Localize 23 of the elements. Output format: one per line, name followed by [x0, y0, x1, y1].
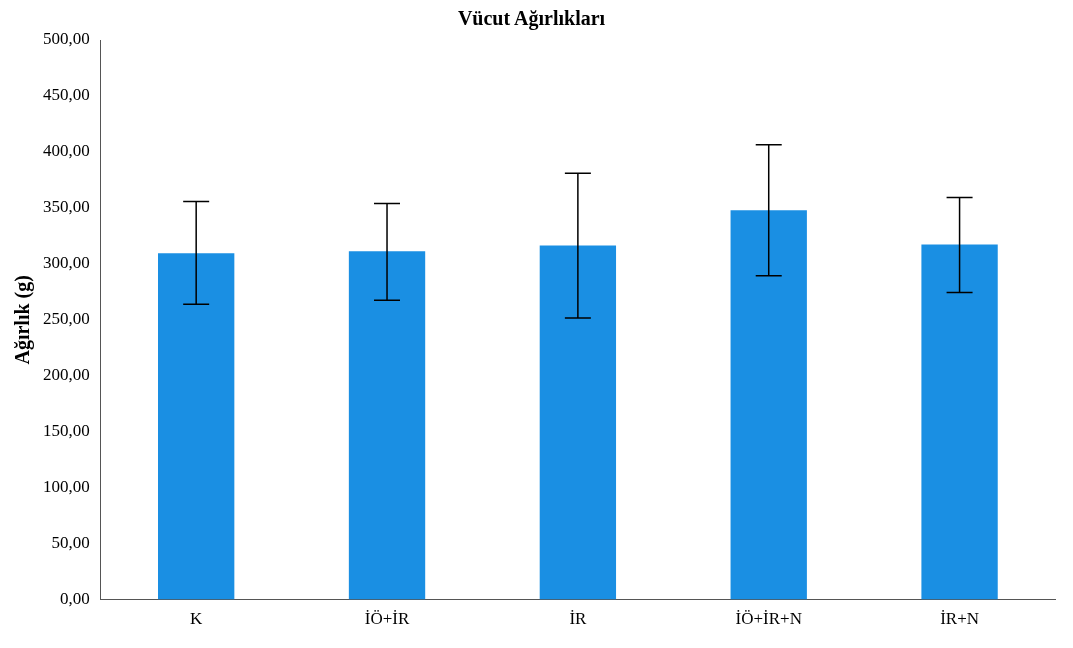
y-tick-label: 500,00: [43, 29, 90, 49]
bar: [921, 244, 998, 600]
chart-title: Vücut Ağırlıkları: [457, 7, 606, 31]
y-tick-label: 0,00: [60, 589, 90, 609]
x-tick-label: İÖ+İR+N: [735, 609, 802, 629]
x-tick-label: İÖ+İR: [364, 609, 410, 629]
y-tick-label: 50,00: [51, 533, 90, 553]
x-tick-label: İR+N: [940, 609, 980, 629]
y-tick-label: 400,00: [43, 141, 90, 161]
y-tick-label: 350,00: [43, 197, 90, 217]
x-tick-label: İR: [569, 609, 588, 629]
x-tick-label: K: [190, 609, 204, 629]
bar: [730, 210, 807, 600]
y-tick-label: 150,00: [43, 421, 90, 441]
y-tick-label: 300,00: [43, 253, 90, 273]
bar: [348, 251, 426, 600]
y-tick-label: 250,00: [43, 309, 90, 329]
y-tick-label: 450,00: [43, 85, 90, 105]
bar: [158, 253, 235, 600]
bar: [539, 245, 617, 600]
y-axis-title: Ağırlık (g): [11, 275, 35, 365]
y-tick-label: 200,00: [43, 365, 90, 385]
y-tick-label: 100,00: [43, 477, 90, 497]
